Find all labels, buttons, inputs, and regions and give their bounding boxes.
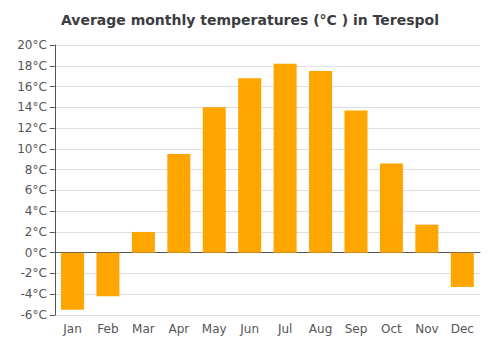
svg-text:Nov: Nov bbox=[415, 322, 438, 336]
svg-text:Oct: Oct bbox=[381, 322, 402, 336]
svg-text:Mar: Mar bbox=[132, 322, 155, 336]
svg-text:12°C: 12°C bbox=[17, 121, 47, 135]
svg-text:-4°C: -4°C bbox=[20, 287, 46, 301]
svg-text:18°C: 18°C bbox=[17, 59, 47, 73]
svg-text:16°C: 16°C bbox=[17, 80, 47, 94]
svg-text:10°C: 10°C bbox=[17, 142, 47, 156]
svg-text:Feb: Feb bbox=[97, 322, 118, 336]
svg-text:Sep: Sep bbox=[345, 322, 368, 336]
svg-text:Dec: Dec bbox=[451, 322, 474, 336]
svg-text:20°C: 20°C bbox=[17, 38, 47, 52]
svg-text:6°C: 6°C bbox=[25, 183, 47, 197]
svg-text:Jun: Jun bbox=[239, 322, 259, 336]
svg-text:Jan: Jan bbox=[62, 322, 82, 336]
svg-text:8°C: 8°C bbox=[25, 163, 47, 177]
svg-text:May: May bbox=[202, 322, 227, 336]
svg-text:Apr: Apr bbox=[168, 322, 189, 336]
svg-text:-2°C: -2°C bbox=[20, 266, 46, 280]
svg-text:14°C: 14°C bbox=[17, 100, 47, 114]
svg-text:-6°C: -6°C bbox=[20, 308, 46, 322]
svg-text:0°C: 0°C bbox=[25, 246, 47, 260]
svg-text:2°C: 2°C bbox=[25, 225, 47, 239]
svg-text:Aug: Aug bbox=[309, 322, 332, 336]
svg-text:Jul: Jul bbox=[277, 322, 292, 336]
svg-text:4°C: 4°C bbox=[25, 204, 47, 218]
svg-text:Average monthly temperatures (: Average monthly temperatures (°C ) in Te… bbox=[61, 12, 439, 28]
